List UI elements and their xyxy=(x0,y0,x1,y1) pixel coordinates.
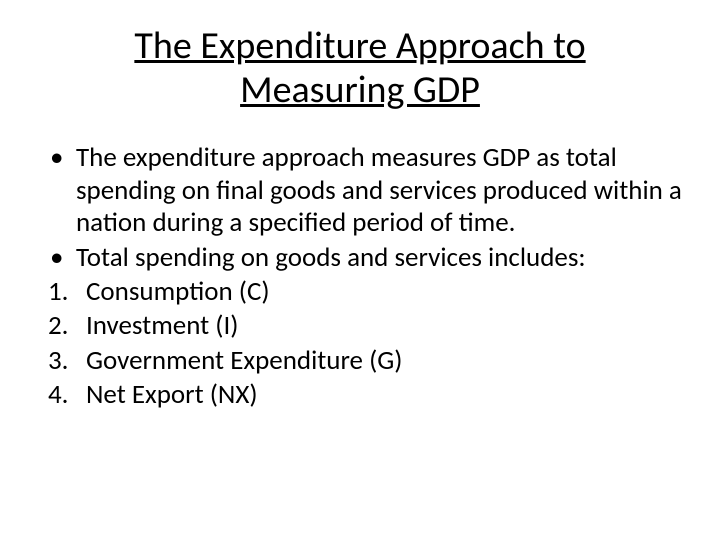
bullet-marker: • xyxy=(48,242,76,274)
bullet-item: • Total spending on goods and services i… xyxy=(48,242,690,274)
numbered-text: Government Expenditure (G) xyxy=(86,345,690,377)
slide-title: The Expenditure Approach to Measuring GD… xyxy=(30,25,690,112)
numbered-item: 1. Consumption (C) xyxy=(48,276,690,308)
bullet-text: Total spending on goods and services inc… xyxy=(76,242,690,274)
number-marker: 3. xyxy=(48,345,86,377)
numbered-text: Consumption (C) xyxy=(86,276,690,308)
numbered-item: 4. Net Export (NX) xyxy=(48,379,690,411)
numbered-item: 2. Investment (I) xyxy=(48,310,690,342)
number-marker: 2. xyxy=(48,310,86,342)
slide-body: • The expenditure approach measures GDP … xyxy=(30,142,690,411)
numbered-item: 3. Government Expenditure (G) xyxy=(48,345,690,377)
bullet-text: The expenditure approach measures GDP as… xyxy=(76,142,690,239)
numbered-text: Net Export (NX) xyxy=(86,379,690,411)
numbered-text: Investment (I) xyxy=(86,310,690,342)
bullet-item: • The expenditure approach measures GDP … xyxy=(48,142,690,239)
number-marker: 4. xyxy=(48,379,86,411)
number-marker: 1. xyxy=(48,276,86,308)
bullet-marker: • xyxy=(48,142,76,239)
